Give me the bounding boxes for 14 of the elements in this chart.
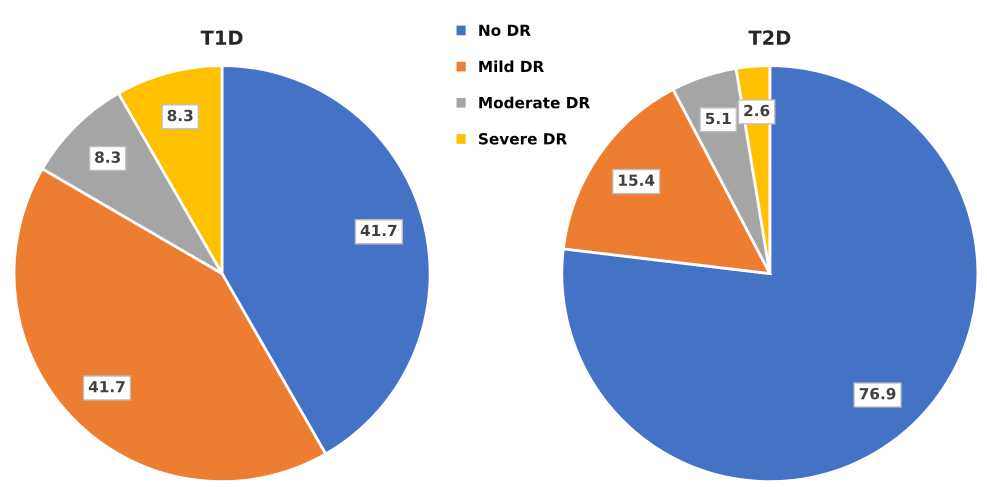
legend-label: No DR (479, 24, 531, 36)
legend-label: Severe DR (479, 133, 567, 145)
data-label: 76.9 (860, 388, 896, 400)
data-label: 2.6 (744, 104, 770, 116)
data-label: 15.4 (619, 174, 654, 186)
chart-title: T1D (200, 30, 243, 45)
data-label: 41.7 (360, 224, 396, 236)
data-label: 5.1 (706, 112, 731, 124)
legend-label: Moderate DR (479, 96, 590, 108)
legend-label: Mild DR (479, 60, 544, 72)
data-label: 8.3 (95, 151, 120, 163)
data-label: 41.7 (88, 381, 125, 392)
data-label: 8.3 (168, 110, 193, 122)
chart-title: T2D (748, 30, 790, 45)
